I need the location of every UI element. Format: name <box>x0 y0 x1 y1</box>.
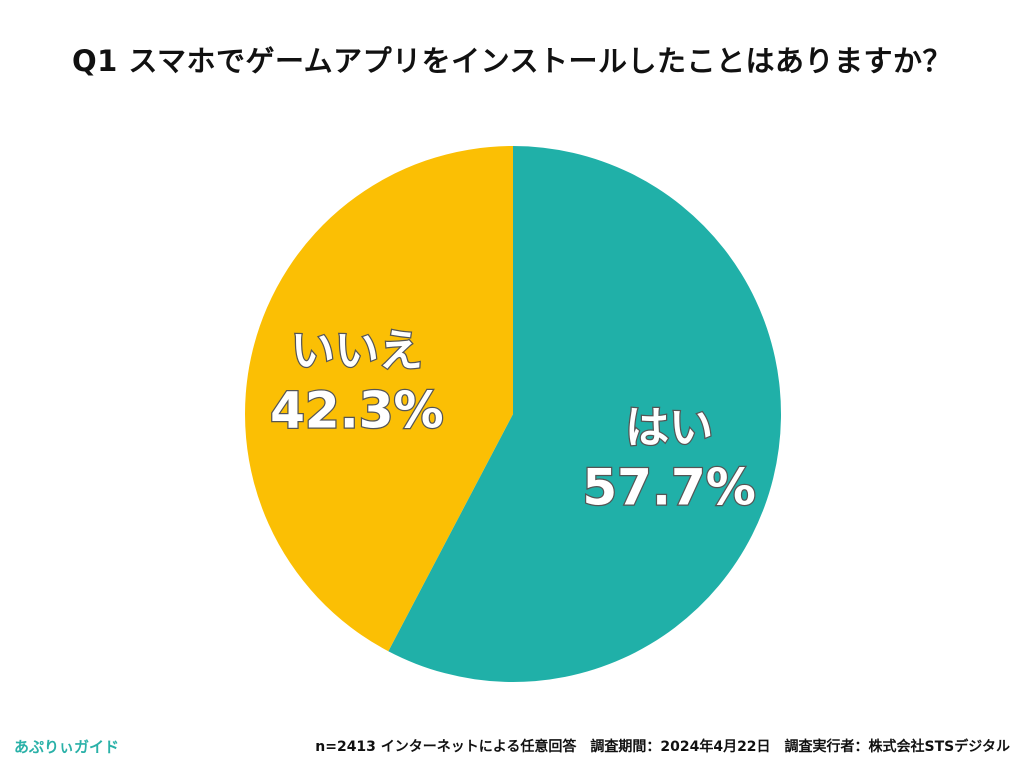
slice-label-0: はい <box>625 403 713 454</box>
brand-logo-text: あぷりぃガイド <box>14 738 120 756</box>
chart-title: Q1 スマホでゲームアプリをインストールしたことはありますか？ <box>71 44 953 78</box>
slice-value-0: 57.7% <box>582 459 755 517</box>
slice-value-1: 42.3% <box>270 381 443 439</box>
survey-footnote: n=2413 インターネットによる任意回答 調査期間：2024年4月22日 調査… <box>315 739 1010 755</box>
slice-label-1: いいえ <box>291 325 423 376</box>
pie-slice-1 <box>244 146 513 652</box>
pie-slice-0 <box>388 146 781 682</box>
